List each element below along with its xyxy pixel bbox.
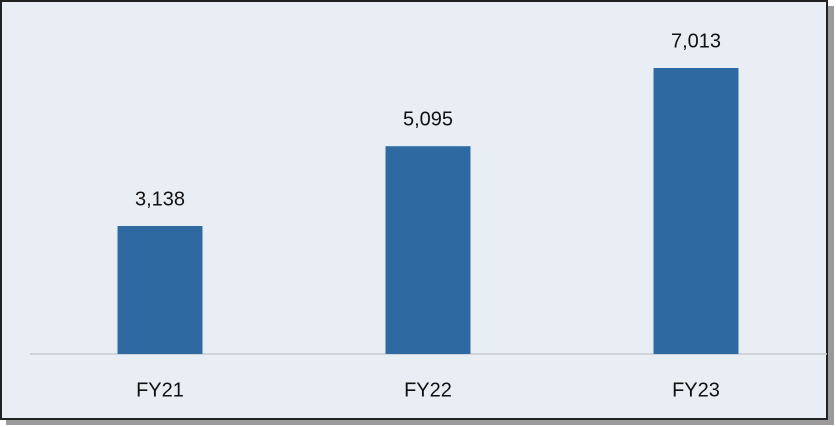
data-label: 3,138 (135, 188, 185, 210)
bar (653, 68, 739, 354)
bar (385, 146, 471, 354)
data-label: 7,013 (671, 30, 721, 52)
data-label: 5,095 (403, 108, 453, 130)
x-tick-label: FY21 (136, 379, 184, 401)
x-tick-label: FY22 (404, 379, 452, 401)
x-tick-label: FY23 (672, 379, 720, 401)
bar (117, 226, 203, 354)
